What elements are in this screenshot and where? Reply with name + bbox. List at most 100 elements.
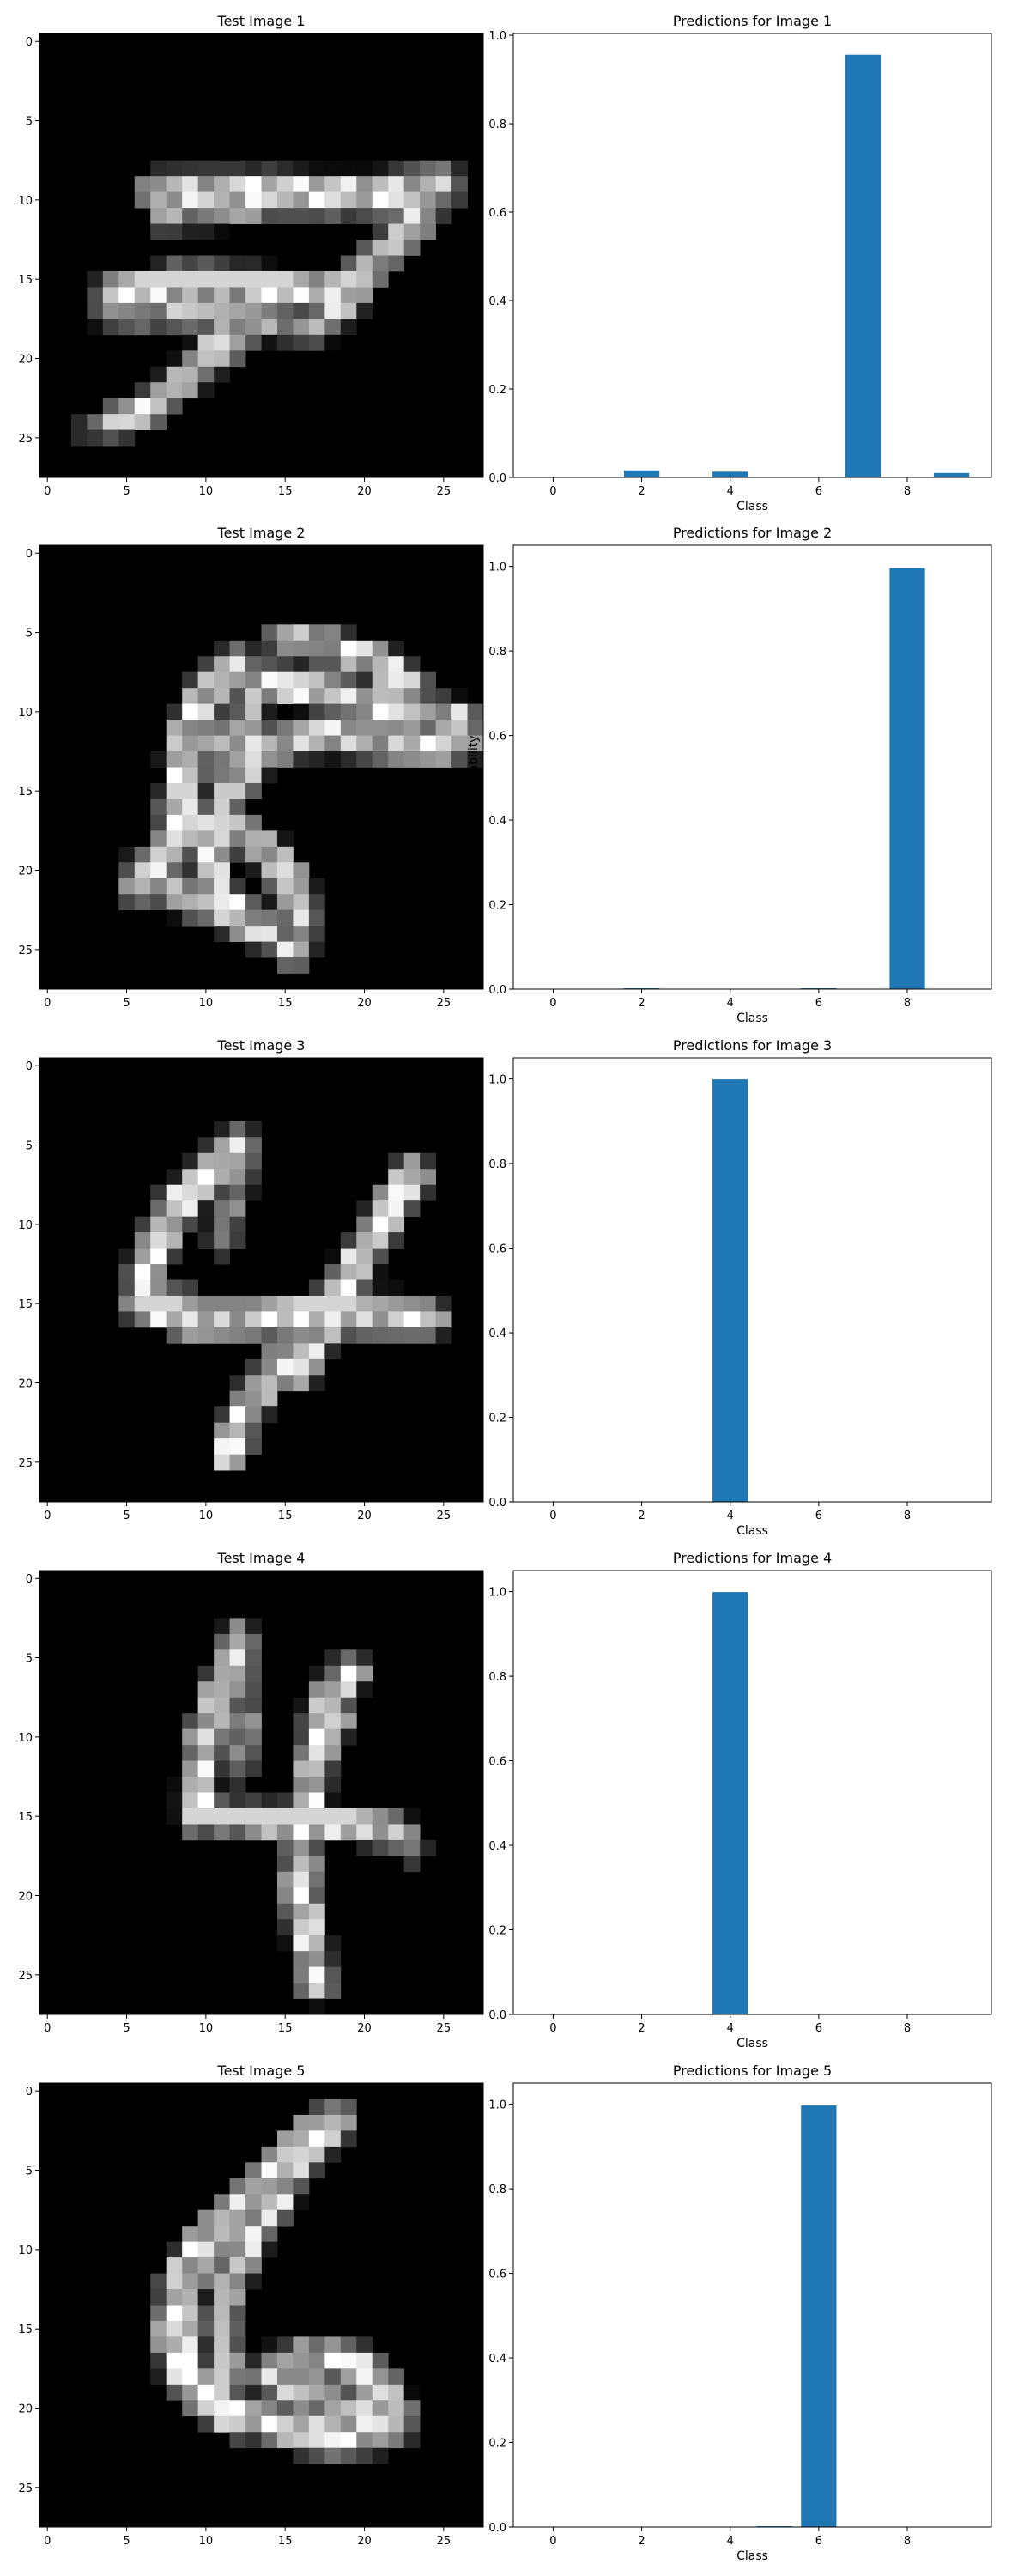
x-tick-label: 8 (904, 2022, 911, 2035)
pixel (276, 640, 294, 657)
pixel (340, 624, 357, 641)
pixel (340, 319, 357, 336)
pixel (245, 671, 262, 689)
pixel (293, 2432, 310, 2449)
pixel (356, 2352, 373, 2369)
pixel (324, 1745, 342, 1761)
pixel (451, 688, 468, 705)
pixel (261, 1327, 278, 1344)
pixel (308, 1887, 325, 1905)
pixel (166, 176, 183, 193)
pixel (182, 878, 199, 895)
pixel (150, 2273, 167, 2290)
axes-frame (39, 2082, 484, 2528)
pixel (388, 656, 405, 673)
pixel (245, 1295, 262, 1312)
pixel (229, 270, 246, 288)
pixel (214, 191, 230, 209)
pixel (356, 1681, 373, 1698)
pixel (261, 2384, 278, 2401)
pixel (229, 287, 246, 304)
pixel (197, 2241, 215, 2258)
pixel (293, 2336, 310, 2354)
pixel (134, 1216, 151, 1233)
pixel (166, 160, 183, 177)
pixel (276, 941, 294, 958)
pixel (214, 799, 230, 816)
pixel (261, 640, 278, 657)
pixel (261, 862, 278, 879)
pixel (197, 688, 215, 705)
pixel (435, 1311, 452, 1328)
pixel (182, 767, 199, 784)
pixel (134, 176, 151, 193)
pixel (388, 720, 405, 736)
pixel (420, 223, 436, 240)
pixel (340, 751, 357, 768)
pixel (356, 1264, 373, 1280)
y-tick-label: 15 (18, 1811, 33, 1824)
pixel (229, 878, 246, 895)
pixel (276, 671, 294, 689)
y-tick-label: 1.0 (488, 562, 506, 574)
pixel (261, 1311, 278, 1328)
pixel (245, 846, 262, 863)
pixel (340, 2336, 357, 2354)
pixel (229, 2273, 246, 2290)
y-tick-label: 1.0 (488, 2099, 506, 2112)
pixel (245, 2241, 262, 2258)
pixel (356, 160, 373, 177)
pixel (356, 1216, 373, 1233)
pixel (293, 2162, 310, 2179)
pixel (102, 414, 119, 430)
pixel (324, 319, 342, 336)
pixel (308, 1807, 325, 1825)
y-tick-label: 0.2 (488, 900, 506, 913)
y-tick-label: 0 (26, 548, 33, 561)
pixel (150, 366, 167, 383)
pixel (214, 751, 230, 768)
pixel (308, 1824, 325, 1841)
y-tick-label: 15 (18, 2324, 33, 2336)
pixel (308, 1311, 325, 1328)
pixel (166, 814, 183, 831)
chart-title: Test Image 5 (217, 2063, 306, 2079)
pixel (372, 223, 389, 240)
pixel (293, 2178, 310, 2195)
pixel (293, 2384, 310, 2401)
pixel (420, 160, 436, 177)
pixel (308, 1983, 325, 1999)
pixel (166, 2289, 183, 2306)
pixel (197, 1232, 215, 1249)
x-tick-label: 0 (44, 485, 51, 498)
pixel (134, 1232, 151, 1249)
pixel (261, 1792, 278, 1809)
pixel (214, 703, 230, 720)
pixel (182, 191, 199, 209)
pixel (214, 208, 230, 224)
pixel (388, 1184, 405, 1201)
x-tick-label: 15 (278, 2535, 293, 2548)
pixel (245, 941, 262, 958)
y-tick-label: 0.8 (488, 646, 506, 659)
chart-title: Predictions for Image 1 (673, 13, 832, 29)
pixel (276, 2400, 294, 2417)
pixel (276, 176, 294, 193)
pixel (308, 1375, 325, 1392)
pixel (245, 2352, 262, 2369)
x-tick-label: 2 (638, 2535, 645, 2548)
pixel (356, 703, 373, 720)
pixel (197, 2415, 215, 2433)
pixel (293, 1760, 310, 1777)
pixel (308, 1792, 325, 1809)
pixel (245, 894, 262, 911)
chart-title: Predictions for Image 4 (673, 1550, 832, 1566)
pixel (276, 735, 294, 752)
pixel (403, 223, 421, 240)
image-panel-7: 0 5 10 15 20 25 0 5 10 15 20 25 Test Image 4 (18, 1550, 484, 2035)
pixel (293, 2114, 310, 2131)
pixel (372, 1264, 389, 1280)
pixel (372, 160, 389, 177)
pixel (229, 1618, 246, 1635)
pixel (324, 720, 342, 736)
